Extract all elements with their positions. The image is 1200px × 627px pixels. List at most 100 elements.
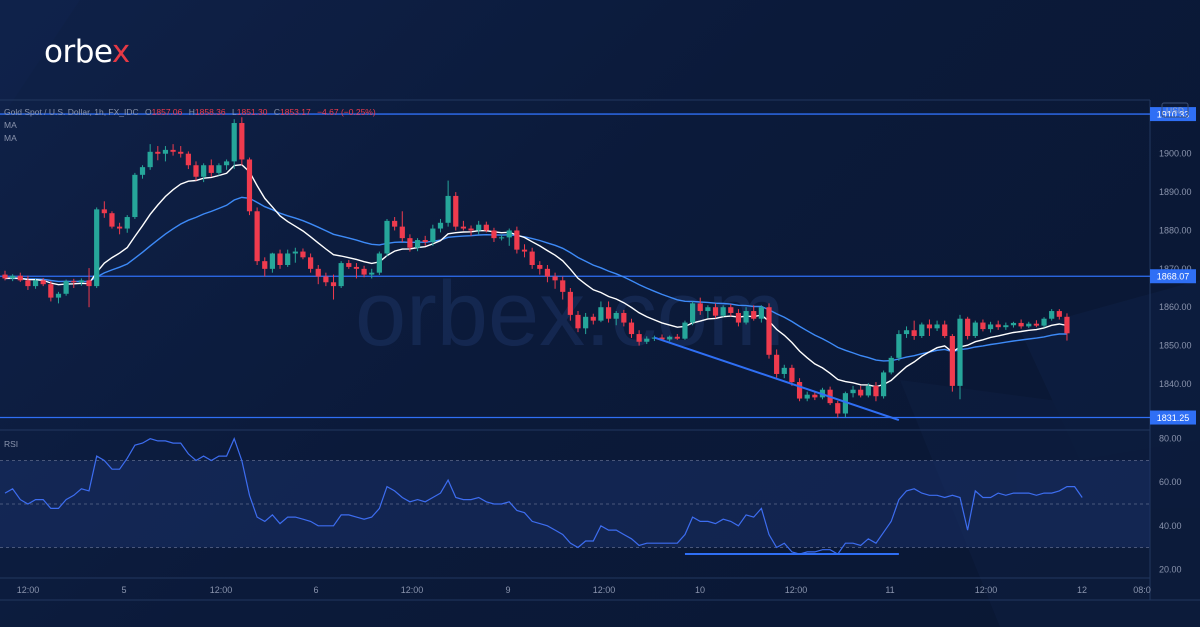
- candle-body: [132, 174, 138, 218]
- candle-body: [796, 382, 803, 399]
- candle-body: [942, 324, 948, 336]
- candle-body: [460, 226, 466, 229]
- candle-body: [392, 220, 398, 227]
- candle-body: [957, 318, 963, 386]
- price-tick-label: 1840.00: [1159, 379, 1192, 389]
- price-tick-label: 1880.00: [1159, 225, 1192, 235]
- candle-body: [10, 275, 16, 279]
- rsi-band-fill: [0, 460, 1150, 548]
- candle-body: [201, 165, 207, 177]
- rsi-line: [4, 437, 1083, 555]
- candle-body: [308, 257, 314, 269]
- candle-body: [193, 165, 199, 177]
- ma-fast-line: [4, 163, 1068, 388]
- candle-body: [965, 318, 971, 336]
- time-tick-label: 12:00: [210, 585, 233, 595]
- time-tick-label: 6: [313, 585, 318, 595]
- candle-body: [285, 253, 291, 265]
- time-tick-label: 12:00: [17, 585, 40, 595]
- candle-body: [934, 324, 940, 329]
- candle-body: [1056, 311, 1062, 317]
- candle-body: [529, 251, 535, 265]
- candle-body: [575, 314, 581, 329]
- time-tick-label: 12:00: [785, 585, 808, 595]
- candle-body: [323, 276, 329, 283]
- candle-body: [109, 213, 115, 227]
- candle-body: [636, 334, 642, 342]
- candle-body: [178, 151, 184, 154]
- candle-body: [972, 322, 978, 336]
- time-tick-label: 12:00: [975, 585, 998, 595]
- currency-label: USD: [1166, 106, 1184, 116]
- candle-body: [751, 311, 757, 319]
- time-tick-label: 10: [695, 585, 705, 595]
- trendlines: [654, 336, 900, 421]
- candle-body: [445, 195, 451, 223]
- legend-open: 1857.06: [152, 107, 183, 117]
- candle-body: [888, 357, 894, 373]
- candle-body: [483, 224, 489, 231]
- time-tick-label: 12:00: [593, 585, 616, 595]
- candle-body: [231, 123, 237, 162]
- legend-ma-slow: MA: [4, 133, 17, 143]
- time-tick-label: 9: [505, 585, 510, 595]
- price-tick-label: 1900.00: [1159, 149, 1192, 159]
- level-price-label: 1910.33: [1157, 110, 1190, 120]
- candle-body: [124, 217, 130, 229]
- legend-low: 1851.30: [237, 107, 268, 117]
- price-pane: [0, 99, 1200, 601]
- candle-body: [300, 251, 306, 258]
- candle-body: [422, 240, 428, 242]
- candle-body: [674, 336, 680, 339]
- candle-body: [598, 307, 604, 321]
- legend-close: 1853.17: [280, 107, 311, 117]
- legend-symbol: Gold Spot / U.S. Dollar, 1h, FX_IDC: [4, 107, 139, 117]
- candle-body: [865, 385, 871, 396]
- candle-body: [567, 291, 573, 315]
- candle-body: [491, 230, 497, 239]
- candle-body: [25, 280, 31, 287]
- candle-body: [262, 261, 268, 269]
- candle-body: [743, 311, 749, 323]
- candle-body: [1041, 318, 1047, 326]
- candle-body: [269, 253, 275, 269]
- candle-body: [437, 222, 444, 229]
- candle-body: [155, 151, 161, 154]
- candle-body: [1018, 322, 1024, 327]
- candle-body: [346, 263, 352, 267]
- candle-body: [216, 165, 222, 173]
- price-axis: 1900.00 1890.00 1880.00 1870.00 1860.00 1850.…: [1159, 149, 1192, 389]
- candle-body: [980, 322, 986, 330]
- candle-body: [605, 307, 612, 319]
- candle-body: [735, 312, 742, 323]
- rsi-pane: 80.00 60.00 40.00 20.00: [0, 434, 1182, 574]
- candle-body: [812, 394, 818, 398]
- candle-body: [499, 237, 505, 239]
- candle-body: [903, 330, 910, 335]
- candle-body: [94, 209, 100, 287]
- descending-trendline[interactable]: [654, 336, 900, 421]
- time-tick-label: 11: [885, 585, 894, 595]
- candle-body: [246, 159, 253, 212]
- level-price-tag: [1150, 269, 1196, 284]
- candle-body: [506, 230, 512, 238]
- candle-body: [1033, 323, 1039, 326]
- candle-body: [521, 249, 528, 252]
- rsi-tick-label: 20.00: [1159, 564, 1182, 574]
- candle-body: [919, 324, 925, 336]
- price-tick-label: 1890.00: [1159, 187, 1192, 197]
- candle-body: [858, 389, 864, 396]
- candle-body: [468, 228, 474, 231]
- candle-body: [139, 167, 146, 175]
- candle-body: [101, 209, 107, 214]
- candle-body: [17, 275, 23, 281]
- currency-badge[interactable]: [1161, 102, 1189, 118]
- candle-body: [223, 161, 230, 166]
- candle-body: [170, 149, 176, 152]
- candle-body: [774, 354, 780, 374]
- candle-body: [552, 276, 558, 281]
- candle-body: [613, 312, 619, 319]
- candle-body: [55, 293, 62, 298]
- legend-ma-fast: MA: [4, 120, 17, 130]
